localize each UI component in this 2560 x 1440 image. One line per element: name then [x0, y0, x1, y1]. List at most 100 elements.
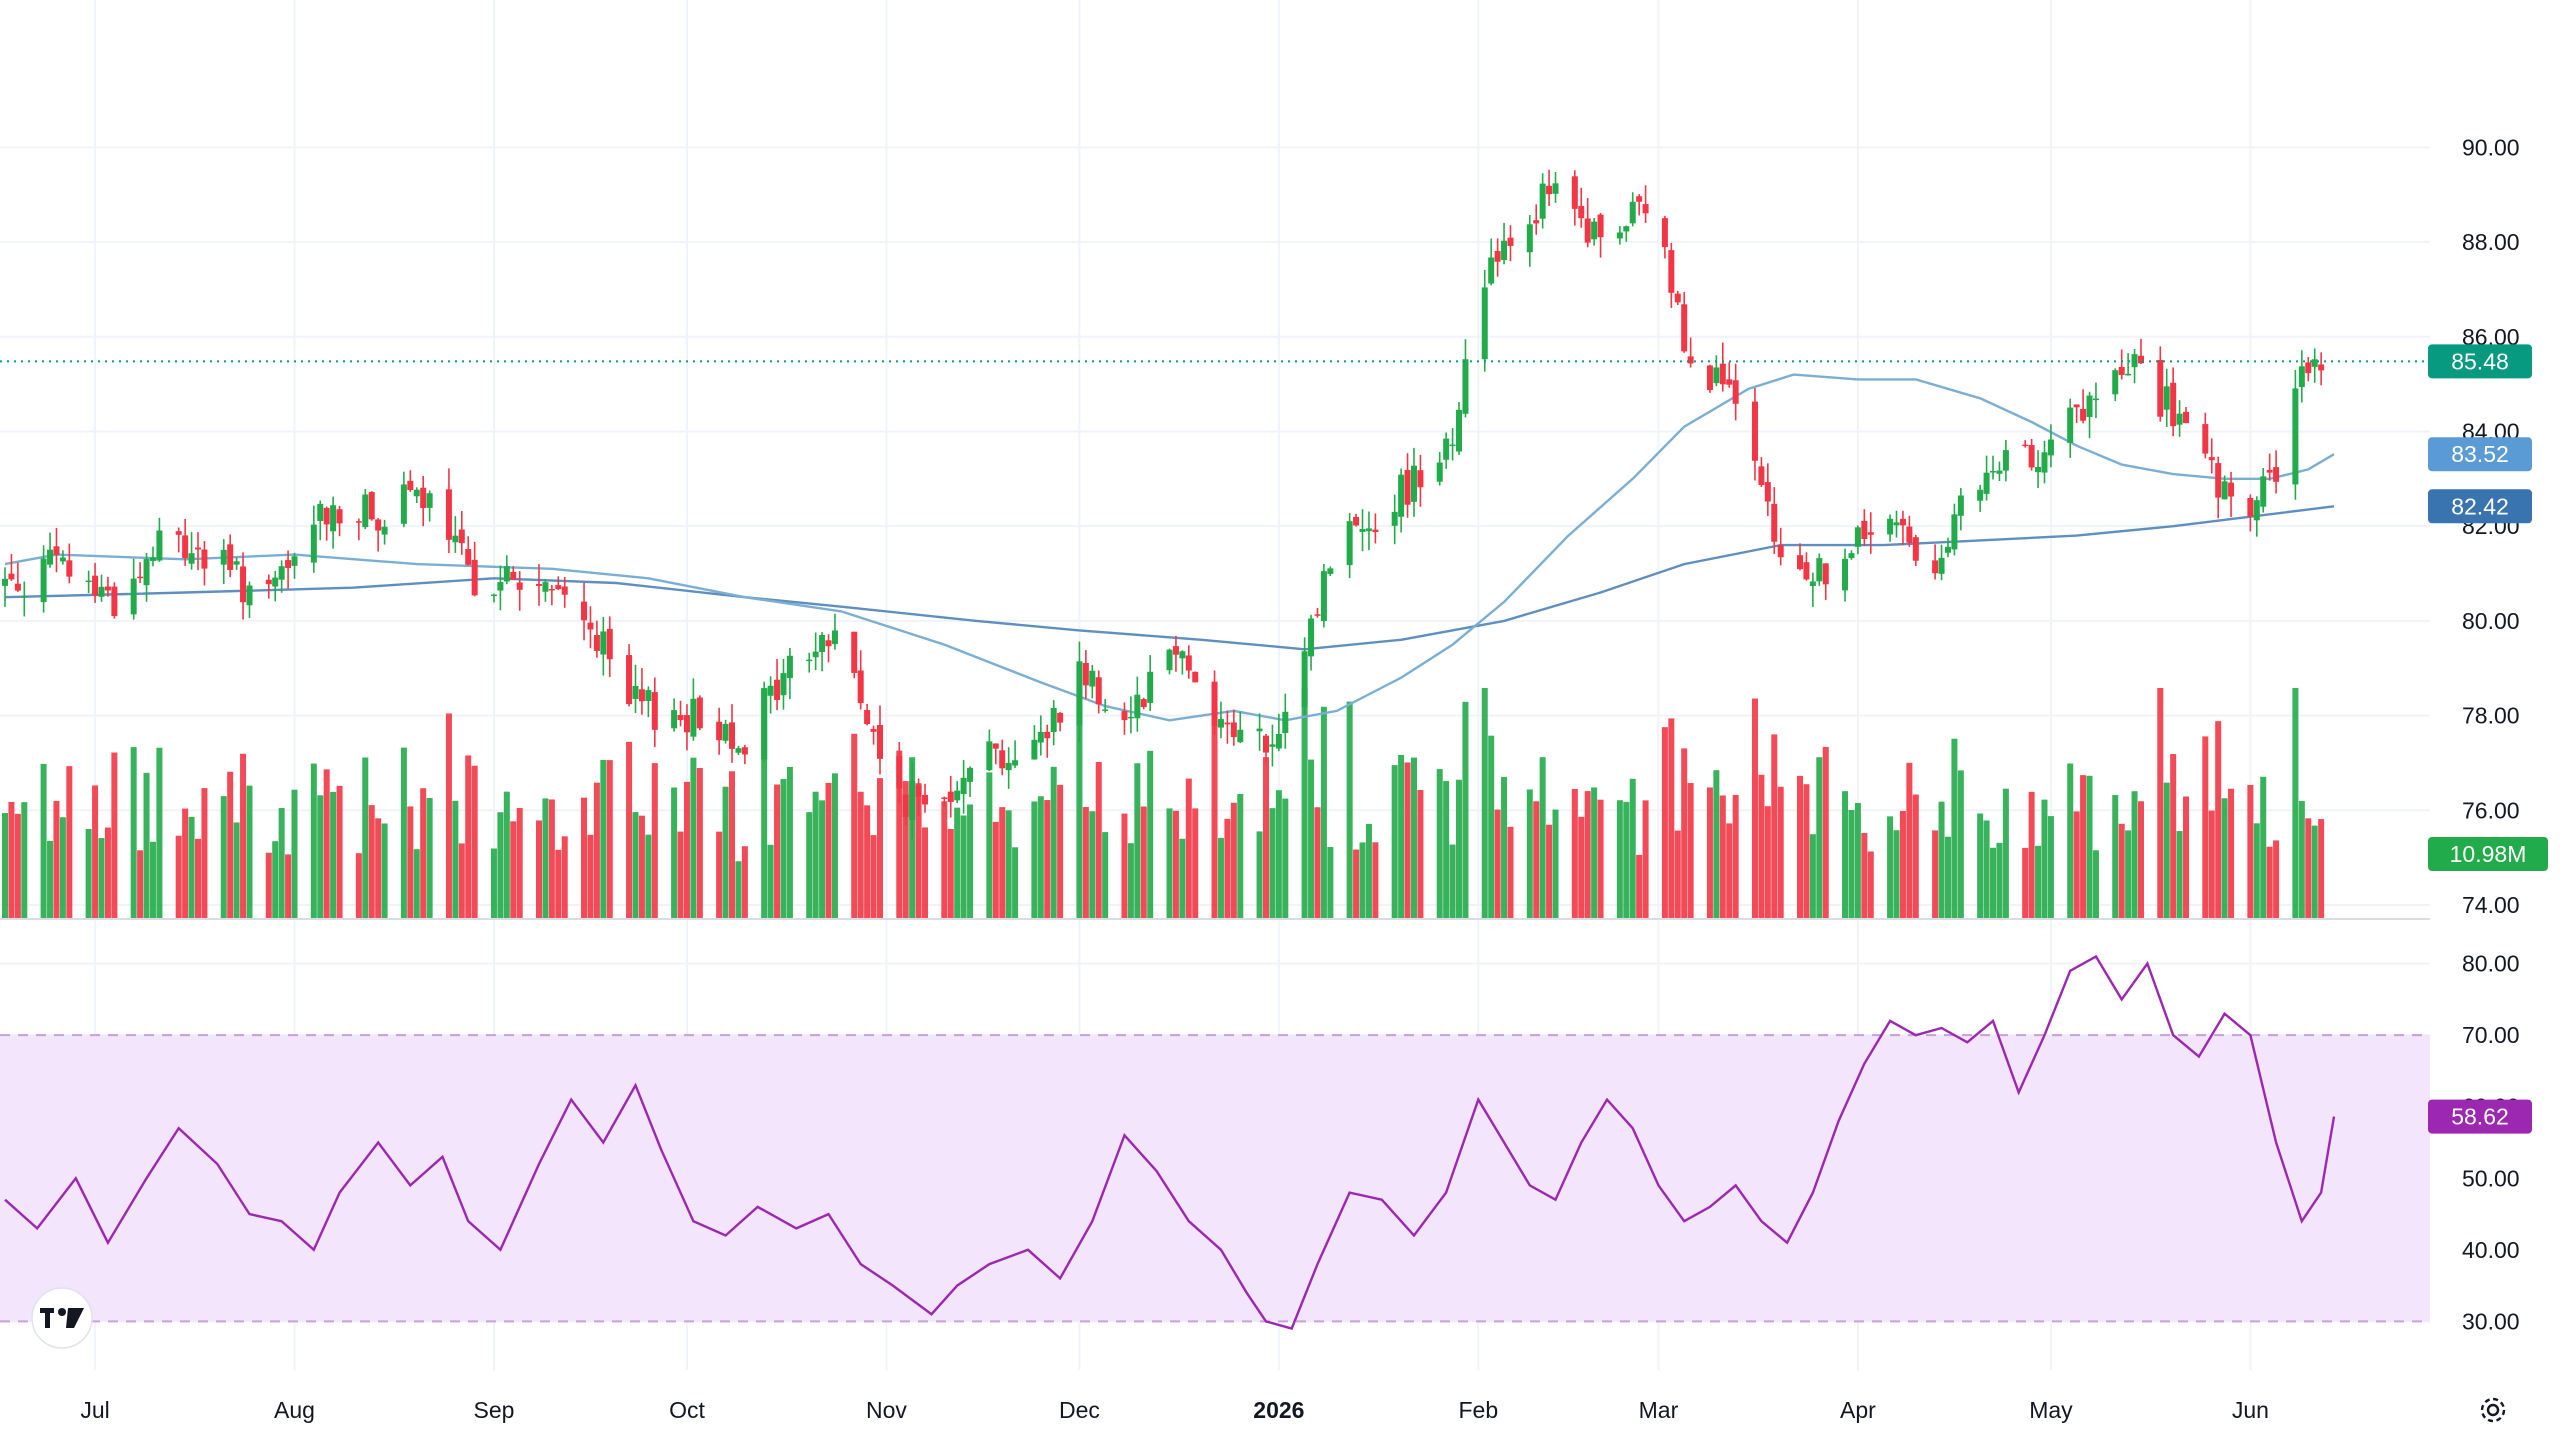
volume-bar — [1005, 810, 1012, 918]
candle-body — [606, 628, 613, 660]
volume-bar — [471, 765, 478, 918]
candle-body — [1462, 359, 1469, 414]
last-price-tag: 85.48 — [2428, 344, 2532, 379]
candle-body — [1816, 558, 1823, 582]
candle-body — [1674, 293, 1681, 303]
volume-bar — [645, 834, 652, 918]
month-label: Aug — [274, 1397, 315, 1423]
candle-body — [368, 491, 375, 520]
volume-bar — [542, 798, 549, 918]
volume-bar — [1990, 847, 1997, 918]
volume-bar — [1398, 754, 1405, 918]
candle-body — [47, 549, 54, 565]
volume-bar — [954, 807, 961, 918]
candle-body — [2047, 439, 2054, 456]
candle-body — [323, 507, 330, 525]
volume-bar — [600, 759, 607, 918]
candle-body — [690, 698, 697, 737]
volume-bar — [819, 800, 826, 918]
volume-bar — [1012, 847, 1019, 918]
volume-bar — [1320, 706, 1327, 918]
candle-body — [735, 748, 742, 753]
candle-body — [2208, 457, 2215, 461]
volume-bar — [175, 835, 182, 918]
volume-bar — [1687, 783, 1694, 918]
volume-bar — [195, 838, 202, 918]
settings-gear-icon[interactable] — [2480, 1397, 2506, 1423]
volume-bar — [220, 796, 227, 918]
volume-tag: 10.98M — [2428, 837, 2548, 871]
volume-bar — [2228, 788, 2235, 918]
candle-body — [722, 723, 729, 741]
volume-bar — [355, 853, 362, 918]
candle-body — [2028, 445, 2035, 468]
volume-bar — [137, 850, 144, 918]
volume-bar — [458, 843, 465, 918]
candle-body — [2253, 500, 2260, 521]
candle-body — [941, 797, 948, 799]
volume-bar — [1269, 808, 1276, 918]
volume-bar — [902, 781, 909, 918]
volume-bar — [548, 799, 555, 918]
volume-bar — [1642, 800, 1649, 918]
candle-body — [201, 549, 208, 569]
volume-bar — [2311, 825, 2318, 918]
volume-bar — [1719, 795, 1726, 918]
candle-body — [156, 530, 163, 561]
volume-bar — [104, 827, 111, 918]
candle-body — [1237, 729, 1244, 743]
month-label: 2026 — [1253, 1397, 1304, 1423]
sma-long-tag: 82.42 — [2428, 489, 2532, 524]
candle-body — [2137, 355, 2144, 364]
volume-bar — [465, 755, 472, 918]
volume-bar — [1732, 794, 1739, 918]
volume-bar — [381, 823, 388, 918]
candle-body — [1263, 735, 1270, 753]
volume-bar — [278, 808, 285, 918]
candle-body — [2228, 482, 2235, 497]
volume-bar — [1848, 809, 1855, 918]
volume-bar — [587, 834, 594, 918]
candle-body — [503, 566, 510, 582]
time-axis[interactable]: Jul Aug Sep Oct Nov Dec 2026 Feb Mar Apr May Jun — [80, 1397, 2269, 1423]
candle-body — [2041, 452, 2048, 473]
candle-body — [355, 521, 362, 523]
rsi-line — [4, 954, 2336, 1330]
volume-bar — [1797, 775, 1804, 918]
candle-body — [1758, 466, 1765, 486]
volume-bar — [2118, 823, 2125, 918]
rsi-tick-label: 30.00 — [2462, 1308, 2520, 1334]
candle-body — [1044, 731, 1051, 739]
candle-body — [2002, 450, 2009, 471]
svg-text:10.98M: 10.98M — [2450, 841, 2527, 867]
volume-bar — [2112, 795, 2119, 918]
volume-bar — [786, 766, 793, 918]
candle-body — [1179, 651, 1186, 659]
candle-body — [1172, 646, 1179, 655]
candle-body — [1906, 526, 1913, 543]
volume-bar — [1629, 778, 1636, 918]
volume-bar — [201, 788, 208, 918]
tradingview-logo-icon[interactable] — [31, 1287, 93, 1349]
candle-body — [1591, 221, 1598, 240]
volume-bar — [47, 840, 54, 918]
volume-bar — [761, 688, 768, 918]
volume-bar — [1758, 774, 1765, 918]
volume-bar — [2208, 810, 2215, 918]
price-axis[interactable]: 90.0088.0086.0084.0082.0080.0078.0076.00… — [2462, 134, 2520, 918]
candle-body — [1809, 581, 1816, 587]
volume-bar — [876, 778, 883, 918]
volume-bar — [1944, 836, 1951, 918]
candle-body — [1842, 558, 1849, 591]
volume-bar — [2247, 785, 2254, 918]
candles — [2, 169, 2325, 840]
volume-bar — [85, 829, 92, 918]
volume-bar — [1314, 807, 1321, 918]
volume-bar — [857, 791, 864, 918]
candle-body — [2157, 359, 2164, 417]
volume-bar — [1996, 842, 2003, 918]
volume-bar — [1147, 750, 1154, 918]
volume-bar — [1359, 842, 1366, 918]
